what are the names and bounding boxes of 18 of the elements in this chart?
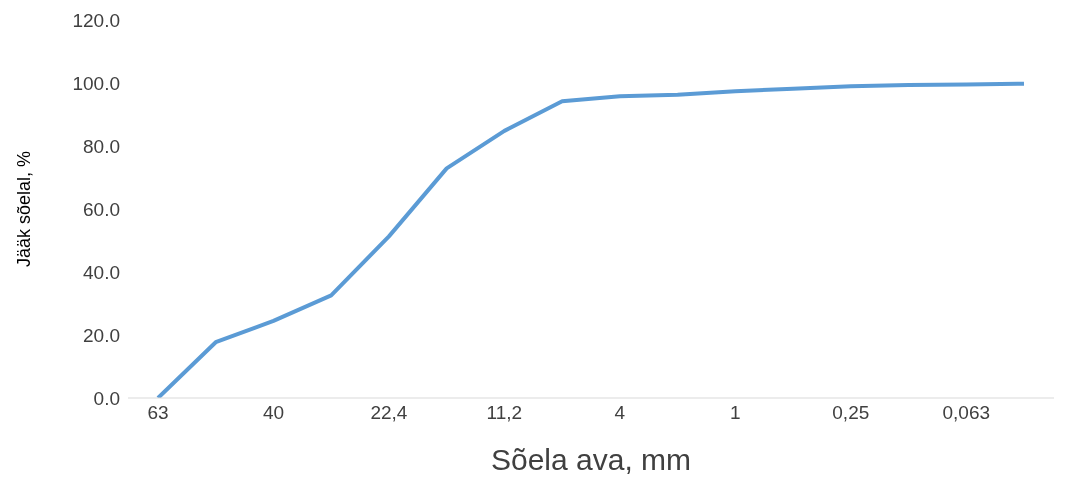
x-tick-label: 11,2 bbox=[486, 402, 523, 424]
x-tick-label: 0,063 bbox=[942, 402, 991, 424]
x-tick-label: 22,4 bbox=[370, 402, 408, 424]
y-tick-label: 60.0 bbox=[83, 198, 120, 220]
y-tick-label: 120.0 bbox=[72, 9, 120, 31]
y-tick-label: 0.0 bbox=[93, 387, 120, 409]
x-tick-label: 40 bbox=[262, 402, 285, 424]
x-tick-label: 1 bbox=[730, 402, 741, 424]
x-axis-title: Sõela ava, mm bbox=[490, 443, 692, 476]
x-tick-label: 63 bbox=[147, 402, 169, 424]
line-series bbox=[156, 81, 1026, 398]
x-tick-label: 0,25 bbox=[832, 402, 870, 424]
y-tick-label: 20.0 bbox=[83, 324, 120, 346]
y-axis-title: Jääk sõelal, % bbox=[14, 150, 35, 268]
x-tick-label: 4 bbox=[614, 402, 626, 424]
y-tick-label: 80.0 bbox=[83, 135, 120, 157]
y-tick-label: 100.0 bbox=[72, 72, 120, 94]
y-tick-label: 40.0 bbox=[83, 261, 120, 283]
